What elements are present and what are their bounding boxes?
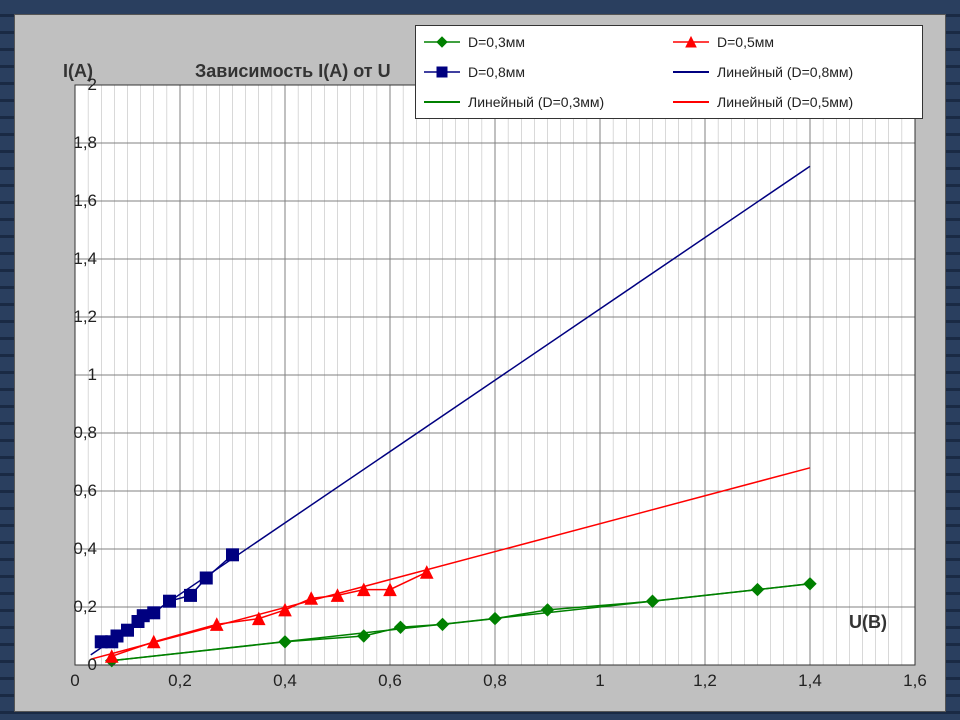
legend-label: D=0,3мм xyxy=(468,34,525,50)
legend-item: Линейный (D=0,8мм) xyxy=(673,62,914,82)
legend-symbol xyxy=(673,34,709,50)
x-tick: 1 xyxy=(575,671,625,691)
legend-label: Линейный (D=0,3мм) xyxy=(468,94,604,110)
legend-label: Линейный (D=0,8мм) xyxy=(717,64,853,80)
y-tick: 2 xyxy=(47,75,97,95)
legend: D=0,3мм D=0,5мм D=0,8мм Линейный (D=0,8мм) Л… xyxy=(415,25,923,119)
legend-symbol xyxy=(673,64,709,80)
legend-label: D=0,8мм xyxy=(468,64,525,80)
legend-symbol xyxy=(424,34,460,50)
x-tick: 0,4 xyxy=(260,671,310,691)
legend-symbol xyxy=(424,94,460,110)
y-tick: 1,2 xyxy=(47,307,97,327)
legend-item: D=0,3мм xyxy=(424,32,665,52)
x-tick: 0,2 xyxy=(155,671,205,691)
y-tick: 1,6 xyxy=(47,191,97,211)
x-tick: 0,6 xyxy=(365,671,415,691)
legend-item: D=0,8мм xyxy=(424,62,665,82)
legend-label: Линейный (D=0,5мм) xyxy=(717,94,853,110)
y-tick: 0,4 xyxy=(47,539,97,559)
slide-background: Зависимость I(A) от U I(A) U(B) 00,20,40… xyxy=(0,0,960,720)
y-tick: 0,2 xyxy=(47,597,97,617)
y-tick: 1,8 xyxy=(47,133,97,153)
legend-item: Линейный (D=0,3мм) xyxy=(424,92,665,112)
x-axis-label: U(B) xyxy=(849,612,887,633)
legend-item: D=0,5мм xyxy=(673,32,914,52)
legend-item: Линейный (D=0,5мм) xyxy=(673,92,914,112)
x-tick: 1,4 xyxy=(785,671,835,691)
legend-symbol xyxy=(424,64,460,80)
x-tick: 1,6 xyxy=(890,671,940,691)
plot-area: U(B) xyxy=(75,85,915,665)
legend-symbol xyxy=(673,94,709,110)
y-tick: 0,6 xyxy=(47,481,97,501)
x-tick: 0,8 xyxy=(470,671,520,691)
legend-label: D=0,5мм xyxy=(717,34,774,50)
chart-panel: Зависимость I(A) от U I(A) U(B) 00,20,40… xyxy=(14,14,946,712)
x-tick: 1,2 xyxy=(680,671,730,691)
y-tick: 0,8 xyxy=(47,423,97,443)
x-tick: 0 xyxy=(50,671,100,691)
y-tick: 1,4 xyxy=(47,249,97,269)
chart-svg xyxy=(75,85,915,665)
chart-title: Зависимость I(A) от U xyxy=(195,61,391,82)
y-tick: 1 xyxy=(47,365,97,385)
